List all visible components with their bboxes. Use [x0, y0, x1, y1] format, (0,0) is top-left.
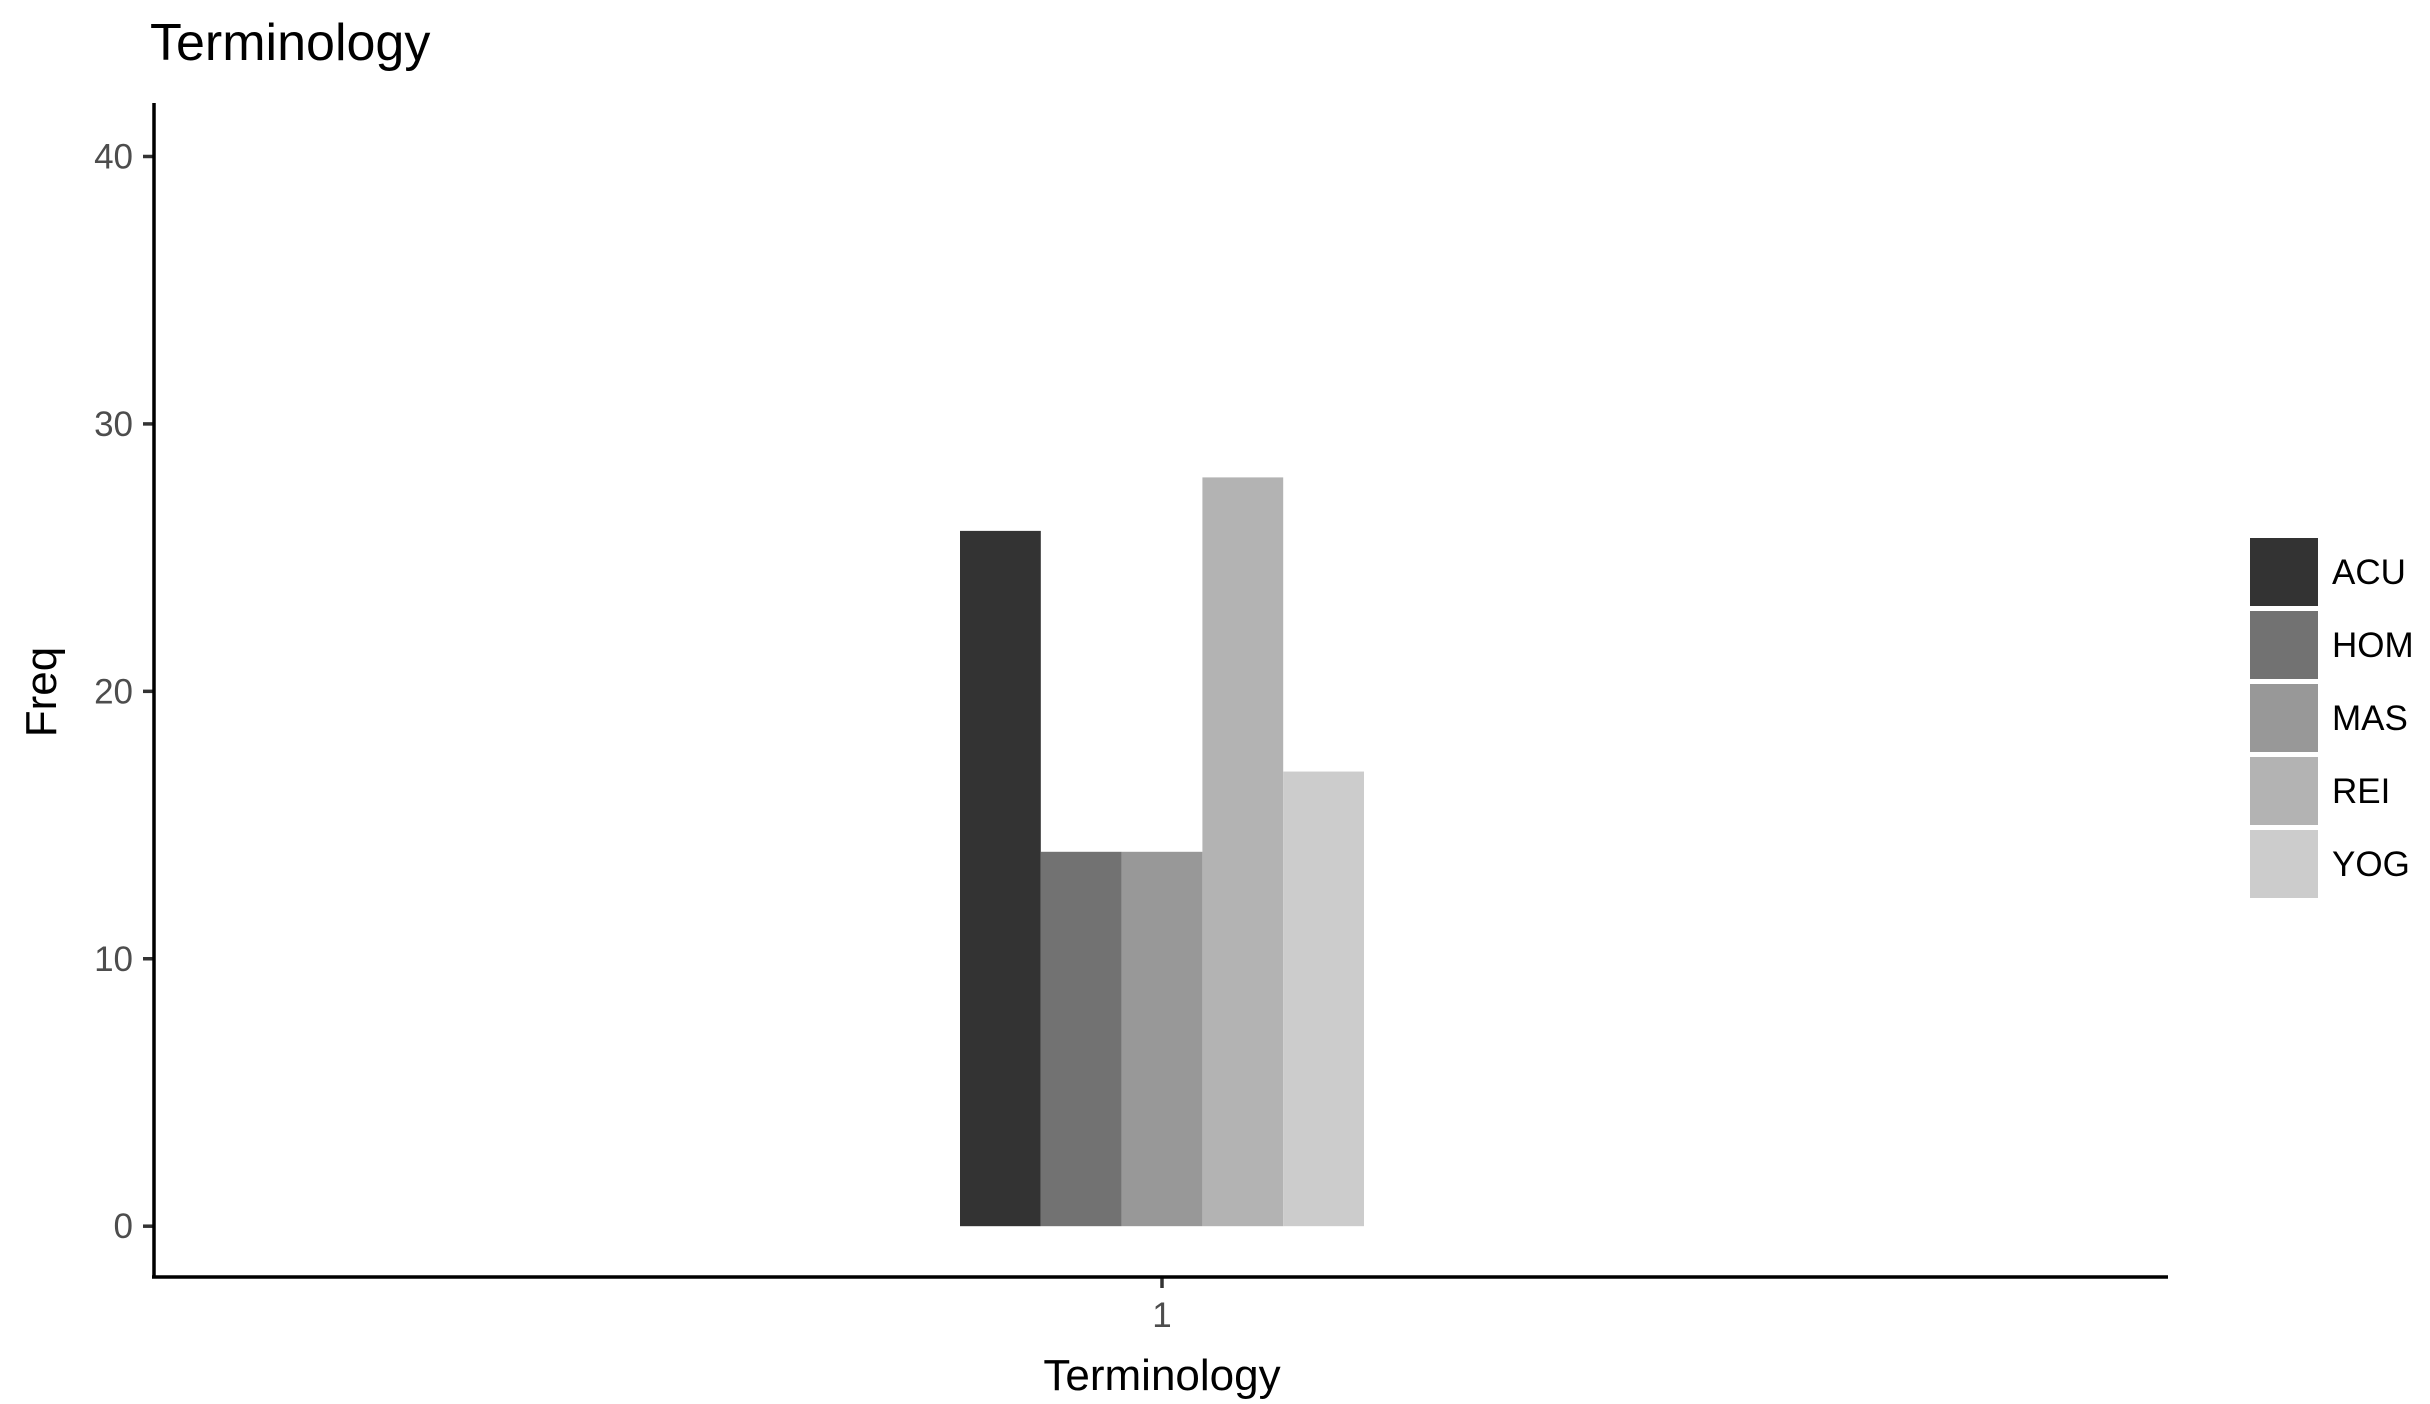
legend-label-acu: ACU: [2332, 553, 2406, 592]
y-axis-ticks: 0 10 20 30 40: [94, 137, 154, 1246]
legend-label-yog: YOG: [2332, 845, 2410, 884]
x-axis-title: Terminology: [1043, 1351, 1280, 1400]
y-axis-title: Freq: [17, 647, 66, 737]
x-axis-ticks: 1: [1152, 1277, 1172, 1335]
chart-title: Terminology: [150, 14, 430, 72]
bar-rei: [1202, 477, 1284, 1227]
legend-label-hom: HOM: [2332, 626, 2414, 665]
legend-key-hom: [2250, 611, 2318, 679]
bar-hom: [1040, 851, 1122, 1227]
y-tick-label: 20: [94, 672, 133, 711]
y-tick-label: 40: [94, 137, 133, 176]
bars: [960, 477, 1364, 1227]
y-tick-label: 10: [94, 940, 133, 979]
legend-key-acu: [2250, 538, 2318, 606]
bar-yog: [1283, 771, 1364, 1227]
legend-key-yog: [2250, 830, 2318, 898]
bar-acu: [960, 530, 1041, 1227]
bar-mas: [1121, 851, 1203, 1227]
legend-label-rei: REI: [2332, 772, 2390, 811]
legend: ACU HOM MAS REI YOG: [2250, 538, 2414, 898]
legend-key-mas: [2250, 684, 2318, 752]
x-tick-label: 1: [1152, 1296, 1171, 1335]
legend-key-rei: [2250, 757, 2318, 825]
legend-label-mas: MAS: [2332, 699, 2408, 738]
y-tick-label: 0: [114, 1207, 133, 1246]
y-tick-label: 30: [94, 405, 133, 444]
